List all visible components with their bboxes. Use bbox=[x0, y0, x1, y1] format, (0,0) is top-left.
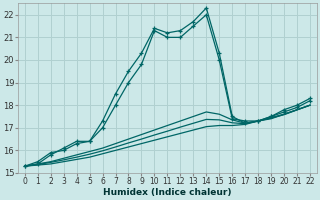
X-axis label: Humidex (Indice chaleur): Humidex (Indice chaleur) bbox=[103, 188, 232, 197]
